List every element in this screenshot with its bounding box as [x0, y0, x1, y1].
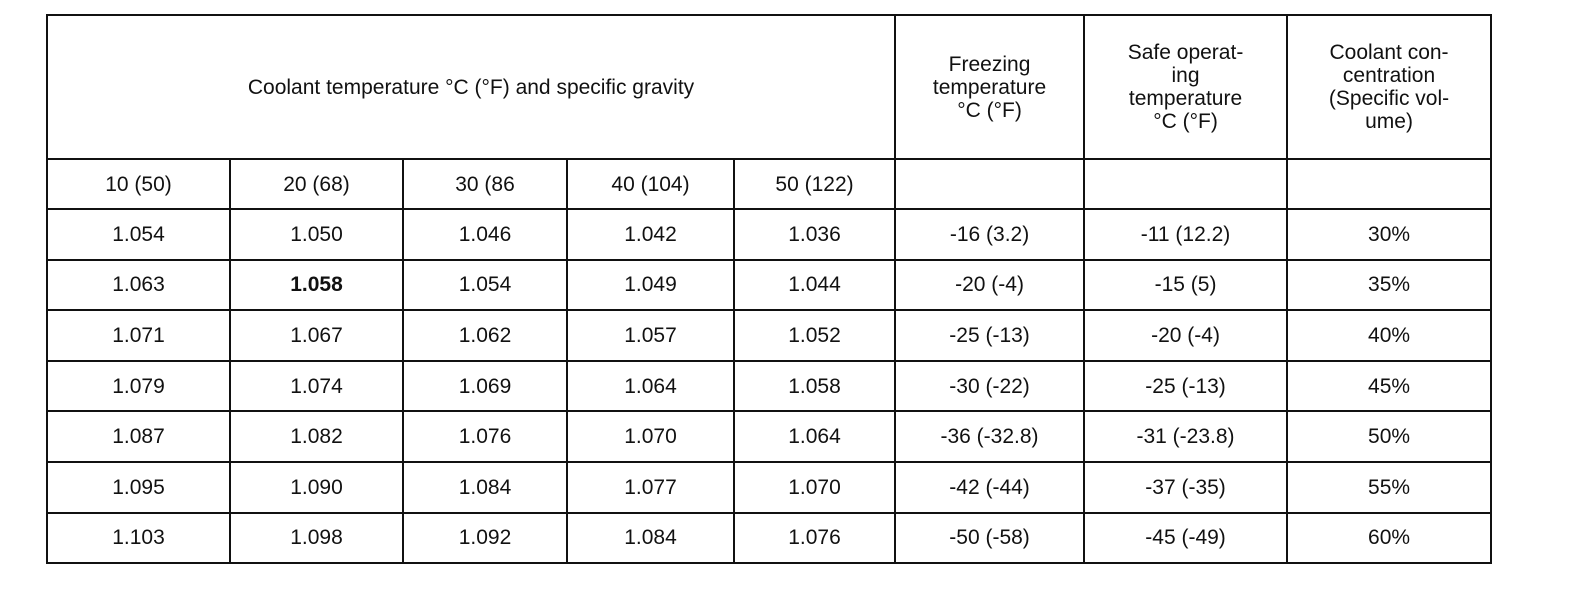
temperature-cell: 20 (68)	[229, 158, 404, 210]
data-cell: 1.071	[46, 309, 231, 362]
data-cell: 1.070	[732, 460, 897, 514]
data-cell: 1.103	[46, 511, 231, 565]
header-line: temperature	[1128, 87, 1243, 110]
data-cell: 60%	[1286, 511, 1493, 565]
data-cell: -36 (-32.8)	[894, 410, 1086, 463]
data-cell: 1.069	[402, 359, 568, 413]
data-cell: -15 (5)	[1083, 258, 1289, 312]
data-cell: 1.079	[46, 359, 231, 413]
temperature-cell: 40 (104)	[566, 158, 735, 210]
data-row: 1.054 1.050 1.046 1.042 1.036 -16 (3.2) -11 (1…	[46, 208, 1493, 261]
empty-cell	[894, 158, 1086, 210]
data-cell: -25 (-13)	[1083, 359, 1289, 413]
data-cell: 1.050	[229, 208, 404, 261]
data-cell: 1.062	[402, 309, 568, 362]
data-cell: 35%	[1286, 258, 1493, 312]
data-row: 1.087 1.082 1.076 1.070 1.064 -36 (-32.8) -31 …	[46, 410, 1493, 463]
header-line: ume)	[1365, 110, 1413, 133]
header-line: temperature	[932, 75, 1047, 99]
temperature-cell: 50 (122)	[732, 158, 897, 210]
data-cell: -30 (-22)	[894, 359, 1086, 413]
table-body: Coolant temperature °C (°F) and specific…	[45, 14, 1493, 565]
header-cell: Coolant temperature °C (°F) and specific…	[45, 14, 897, 160]
data-cell: -50 (-58)	[894, 511, 1086, 565]
header-line: Coolant con-	[1329, 41, 1449, 64]
data-cell: 1.087	[46, 410, 231, 463]
data-cell: 1.036	[732, 208, 897, 261]
data-cell: -42 (-44)	[894, 460, 1086, 514]
data-cell: 55%	[1286, 460, 1493, 514]
data-cell: 1.077	[566, 460, 735, 514]
data-cell: 1.064	[566, 359, 735, 413]
data-cell: 1.095	[46, 460, 231, 514]
empty-cell	[1286, 158, 1493, 210]
header-line: (Specific vol-	[1328, 87, 1450, 110]
data-cell: 1.064	[732, 410, 897, 463]
data-cell: 1.057	[566, 309, 735, 362]
data-cell: 30%	[1286, 208, 1493, 261]
data-cell: 1.042	[566, 208, 735, 261]
data-cell: 1.063	[46, 258, 231, 312]
data-cell: 1.084	[402, 460, 568, 514]
data-row: 1.103 1.098 1.092 1.084 1.076 -50 (-58) -45 (-…	[46, 511, 1493, 565]
header-line: ing	[1171, 64, 1200, 87]
data-cell: 1.049	[566, 258, 735, 312]
empty-cell	[1083, 158, 1289, 210]
data-cell: 1.054	[402, 258, 568, 312]
data-row: 1.095 1.090 1.084 1.077 1.070 -42 (-44) -37 (-…	[46, 460, 1493, 514]
data-cell: -25 (-13)	[894, 309, 1086, 362]
header-row: Coolant temperature °C (°F) and specific…	[45, 14, 1493, 160]
data-cell: 1.082	[229, 410, 404, 463]
data-cell: 1.074	[229, 359, 404, 413]
coolant-table: Coolant temperature °C (°F) and specific…	[45, 14, 1493, 565]
data-cell: -11 (12.2)	[1083, 208, 1289, 261]
data-cell: 1.076	[732, 511, 897, 565]
data-cell: 1.076	[402, 410, 568, 463]
data-row: 1.079 1.074 1.069 1.064 1.058 -30 (-22) -25 (-…	[46, 359, 1493, 413]
data-cell: 1.092	[402, 511, 568, 565]
temperature-row: 10 (50) 20 (68) 30 (86 40 (104) 50 (122)	[46, 158, 1493, 210]
header-line: °C (°F)	[957, 98, 1022, 122]
data-cell: 1.090	[229, 460, 404, 514]
data-cell: 1.084	[566, 511, 735, 565]
data-cell: -16 (3.2)	[894, 208, 1086, 261]
temperature-cell: 30 (86	[402, 158, 568, 210]
data-cell: 1.070	[566, 410, 735, 463]
data-cell: 1.067	[229, 309, 404, 362]
data-row: 1.063 1.058 1.054 1.049 1.044 -20 (-4) -15 (5)…	[46, 258, 1493, 312]
header-line: centration	[1342, 64, 1436, 87]
data-cell: -45 (-49)	[1083, 511, 1289, 565]
header-cell: Freezing temperature °C (°F)	[894, 14, 1086, 160]
data-cell: -31 (-23.8)	[1083, 410, 1289, 463]
data-cell: 1.058	[229, 258, 404, 312]
header-line: Freezing	[948, 52, 1031, 76]
data-cell: -20 (-4)	[1083, 309, 1289, 362]
data-cell: 1.054	[46, 208, 231, 261]
header-cell: Safe operat-ing temperature °C (°F)	[1083, 14, 1289, 160]
data-cell: 50%	[1286, 410, 1493, 463]
data-row: 1.071 1.067 1.062 1.057 1.052 -25 (-13) -20 (-…	[46, 309, 1493, 362]
data-cell: 1.058	[732, 359, 897, 413]
data-cell: 1.098	[229, 511, 404, 565]
data-cell: 45%	[1286, 359, 1493, 413]
header-line: °C (°F)	[1153, 110, 1218, 133]
data-cell: -20 (-4)	[894, 258, 1086, 312]
data-cell: 1.046	[402, 208, 568, 261]
header-line: Safe operat-	[1127, 41, 1244, 64]
temperature-cell: 10 (50)	[46, 158, 231, 210]
data-cell: 1.052	[732, 309, 897, 362]
header-cell: Coolant con-centration (Specific vol-ume)	[1286, 14, 1493, 160]
data-cell: 40%	[1286, 309, 1493, 362]
data-cell: 1.044	[732, 258, 897, 312]
data-cell: -37 (-35)	[1083, 460, 1289, 514]
